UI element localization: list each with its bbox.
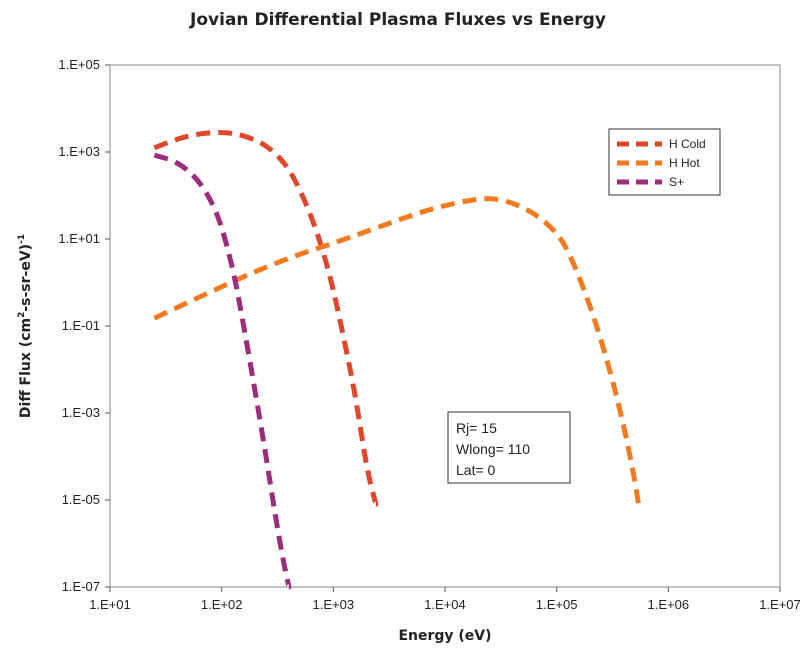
y-tick-label: 1.E-05: [62, 492, 100, 507]
y-tick-label: 1.E-03: [62, 405, 100, 420]
legend-label: H Hot: [669, 156, 700, 170]
series-group: [153, 129, 642, 590]
y-axis-label-main: Diff Flux (cm: [18, 318, 34, 418]
y-axis: 1.E+05 1.E+03 1.E+01 1.E-01 1.E-03 1.E-05 1.E-…: [58, 57, 110, 594]
y-tick-label: 1.E+03: [58, 144, 100, 159]
x-tick-label: 1.E+07: [759, 597, 801, 612]
annotation-line: Lat= 0: [456, 462, 496, 478]
series-line-s-: [153, 152, 292, 590]
y-tick-label: 1.E-07: [62, 579, 100, 594]
annotation-line: Wlong= 110: [456, 441, 530, 457]
y-axis-label-sup1: 2: [17, 312, 27, 318]
x-axis-label: Energy (eV): [398, 628, 491, 644]
annotation-frame: [447, 411, 571, 484]
x-tick-label: 1.E+01: [89, 597, 131, 612]
x-tick-label: 1.E+05: [536, 597, 578, 612]
y-axis-label: Diff Flux (cm2-s-sr-eV)-1: [17, 234, 34, 418]
series-line-h-hot: [153, 196, 642, 511]
series-line-h-cold: [153, 129, 379, 507]
y-axis-label-sup2: -1: [17, 234, 27, 244]
y-tick-label: 1.E-01: [62, 318, 100, 333]
legend: H Cold H Hot S+: [608, 128, 721, 196]
x-tick-label: 1.E+06: [648, 597, 690, 612]
y-tick-label: 1.E+01: [58, 231, 100, 246]
chart-title: Jovian Differential Plasma Fluxes vs Ene…: [189, 10, 606, 30]
legend-label: S+: [669, 175, 684, 189]
annotation-line: Rj= 15: [456, 420, 497, 436]
annotation-box: Rj= 15 Wlong= 110 Lat= 0: [447, 411, 571, 484]
y-axis-label-mid: -s-sr-eV): [18, 244, 34, 312]
x-tick-label: 1.E+04: [424, 597, 466, 612]
x-tick-label: 1.E+03: [313, 597, 355, 612]
legend-label: H Cold: [669, 137, 706, 151]
x-axis: 1.E+01 1.E+02 1.E+03 1.E+04 1.E+05 1.E+06 1.E+…: [89, 587, 801, 612]
x-tick-label: 1.E+02: [201, 597, 243, 612]
y-tick-label: 1.E+05: [58, 57, 100, 72]
